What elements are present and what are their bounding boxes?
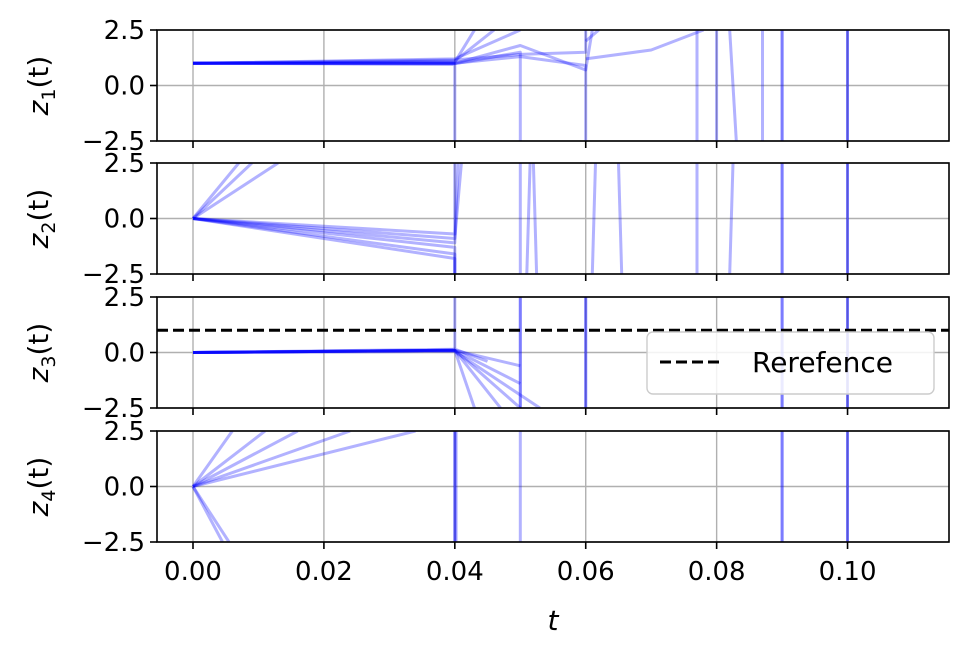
y-tick-label: 2.5 <box>104 149 145 179</box>
y-axis-label-sub: 2 <box>38 222 60 234</box>
series-line <box>531 163 539 274</box>
y-axis-label: z2(t) <box>22 189 60 250</box>
y-axis-label: z3(t) <box>22 323 60 384</box>
x-tick-label: 0.08 <box>688 557 746 587</box>
y-tick-label: 2.5 <box>104 283 145 313</box>
y-tick-label: −2.5 <box>82 528 145 558</box>
series-line <box>192 163 463 240</box>
y-tick-label: 0.0 <box>104 72 145 102</box>
series-line <box>192 348 455 354</box>
y-tick-label: 0.0 <box>104 339 145 369</box>
series-line <box>192 348 522 408</box>
series-line <box>192 431 416 488</box>
y-axis-label: z1(t) <box>22 56 60 117</box>
series-line <box>728 30 738 141</box>
series-line <box>192 217 457 274</box>
series-line <box>193 30 594 72</box>
series-line <box>192 30 476 65</box>
panel-3: 2.5 0.0 −2.5 z3(t) Rerefence <box>22 283 950 424</box>
x-tick-label: 0.04 <box>426 557 484 587</box>
series-line <box>192 348 476 408</box>
series-group <box>192 30 849 141</box>
x-tick-label: 0.10 <box>819 557 877 587</box>
legend-box <box>646 331 935 395</box>
series-line <box>193 55 588 141</box>
y-tick-label: 0.0 <box>104 473 145 503</box>
series-line <box>590 163 597 274</box>
panel-4: 2.5 0.0 −2.5 0.00 0.02 0.04 0.06 0.08 0.10 z4(t) <box>22 417 950 587</box>
series-line <box>192 348 521 368</box>
series-line <box>617 163 624 274</box>
series-line <box>192 30 496 65</box>
series-line <box>192 431 299 488</box>
series-line <box>525 163 532 274</box>
series-line <box>192 30 521 65</box>
series-line <box>191 485 224 542</box>
series-line <box>728 163 735 274</box>
y-tick-label: −2.5 <box>82 260 145 290</box>
y-axis-label-var: z <box>22 366 55 383</box>
series-group <box>191 431 849 542</box>
x-tick-label: 0.06 <box>557 557 615 587</box>
x-tick-label: 0.00 <box>164 557 222 587</box>
series-line <box>191 163 253 220</box>
series-line <box>192 61 457 141</box>
panels: 2.50.0−2.5z1(t)2.50.0−2.5z2(t)2.50.0−2.5… <box>22 16 950 587</box>
series-line <box>192 50 522 141</box>
y-tick-label: −2.5 <box>82 394 145 424</box>
y-tick-label: 2.5 <box>104 417 145 447</box>
series-line <box>192 163 279 220</box>
x-axis-label: t <box>548 604 560 637</box>
legend-label: Rerefence <box>752 346 893 379</box>
y-tick-label: −2.5 <box>82 127 145 157</box>
y-axis-label-sub: 4 <box>38 490 60 502</box>
y-axis-label-tail: (t) <box>22 323 55 356</box>
y-axis-label-var: z <box>22 500 55 517</box>
series-line <box>191 163 240 220</box>
series-line <box>192 348 502 408</box>
series-line <box>192 349 541 408</box>
y-axis-label-sub: 3 <box>38 356 60 368</box>
x-tick-label: 0.02 <box>295 557 353 587</box>
series-group <box>191 163 849 274</box>
series-line <box>192 347 489 363</box>
y-axis-label-tail: (t) <box>22 189 55 222</box>
y-axis-label-var: z <box>22 99 55 116</box>
series-line <box>191 431 234 488</box>
series-line <box>192 348 521 385</box>
series-line <box>192 431 351 488</box>
y-axis-label-tail: (t) <box>22 56 55 89</box>
y-axis-label-var: z <box>22 232 55 249</box>
series-line <box>192 30 588 65</box>
series-line <box>192 217 457 274</box>
series-line <box>584 30 600 43</box>
y-axis-label-sub: 1 <box>38 89 60 101</box>
y-tick-label: 2.5 <box>104 16 145 46</box>
panel-2: 2.5 0.0 −2.5 z2(t) <box>22 149 950 290</box>
series-line <box>585 30 705 61</box>
legend: Rerefence <box>646 331 935 395</box>
series-line <box>192 163 457 236</box>
series-group <box>157 297 949 408</box>
y-tick-label: 0.0 <box>104 205 145 235</box>
series-line <box>192 163 460 245</box>
panel-1: 2.5 0.0 −2.5 z1(t) <box>22 16 950 157</box>
series-line <box>192 431 266 488</box>
series-line <box>192 217 457 274</box>
y-axis-label-tail: (t) <box>22 457 55 490</box>
y-axis-label: z4(t) <box>22 457 60 518</box>
series-line <box>191 485 231 542</box>
